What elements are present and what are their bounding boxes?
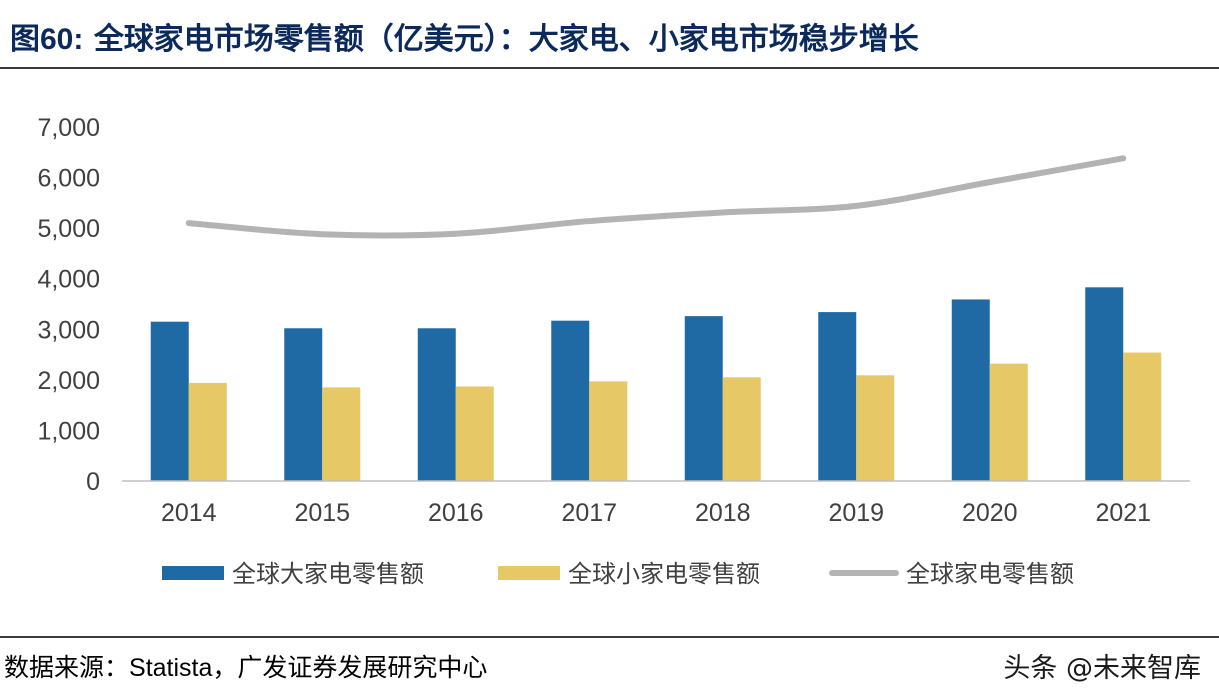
bottom-divider	[0, 636, 1219, 638]
bar-small-appliance	[322, 387, 361, 481]
bar-major-appliance	[1085, 287, 1124, 481]
x-tick-label: 2014	[161, 499, 217, 527]
bar-major-appliance	[818, 312, 857, 481]
y-tick-label: 1,000	[37, 417, 100, 445]
bar-small-appliance	[722, 377, 761, 481]
x-tick-label: 2015	[294, 499, 350, 527]
y-tick-label: 3,000	[37, 316, 100, 344]
legend-label: 全球大家电零售额	[232, 560, 424, 588]
x-tick-label: 2019	[828, 499, 884, 527]
y-tick-label: 6,000	[37, 165, 100, 193]
y-tick-label: 0	[86, 468, 100, 496]
bar-major-appliance	[284, 328, 323, 481]
y-tick-label: 2,000	[37, 367, 100, 395]
source-prefix: 数据来源：	[4, 653, 130, 682]
legend-swatch	[498, 566, 560, 580]
bar-small-appliance	[188, 382, 227, 481]
y-tick-label: 5,000	[37, 215, 100, 243]
bar-small-appliance	[589, 381, 628, 481]
bar-small-appliance	[1123, 352, 1162, 481]
legend-label: 全球小家电零售额	[568, 560, 760, 588]
chart: 0 1,000 2,000 3,000 4,000 5,000 6,000 7,000 2014…	[37, 114, 1190, 588]
x-tick-label: 2016	[428, 499, 484, 527]
bar-major-appliance	[551, 320, 590, 481]
x-tick-label: 2018	[695, 499, 751, 527]
top-divider	[0, 67, 1219, 69]
bar-major-appliance	[684, 316, 723, 481]
source-name: Statista	[129, 654, 213, 682]
y-tick-label: 7,000	[37, 114, 100, 142]
bar-small-appliance	[455, 386, 494, 481]
y-tick-label: 4,000	[37, 266, 100, 294]
figure-number: 60:	[40, 23, 84, 56]
x-tick-label: 2020	[962, 499, 1018, 527]
legend-swatch	[162, 566, 224, 580]
bar-small-appliance	[856, 375, 895, 481]
bar-major-appliance	[417, 328, 456, 481]
watermark: 头条 @未来智库	[1003, 653, 1201, 684]
line-total-appliance	[185, 155, 1127, 239]
source-note: 数据来源：Statista，广发证券发展研究中心	[4, 648, 487, 684]
bar-small-appliance	[989, 363, 1028, 481]
figure-title-text: 全球家电市场零售额（亿美元）：大家电、小家电市场稳步增长	[93, 22, 919, 57]
source-suffix: ，广发证券发展研究中心	[212, 653, 488, 682]
bar-major-appliance	[150, 321, 189, 481]
figure-label: 图	[10, 22, 40, 57]
x-tick-label: 2017	[561, 499, 617, 527]
x-tick-label: 2021	[1095, 499, 1151, 527]
bar-major-appliance	[951, 299, 990, 481]
figure-title: 图60: 全球家电市场零售额（亿美元）：大家电、小家电市场稳步增长	[10, 14, 919, 58]
legend-label: 全球家电零售额	[906, 560, 1074, 588]
